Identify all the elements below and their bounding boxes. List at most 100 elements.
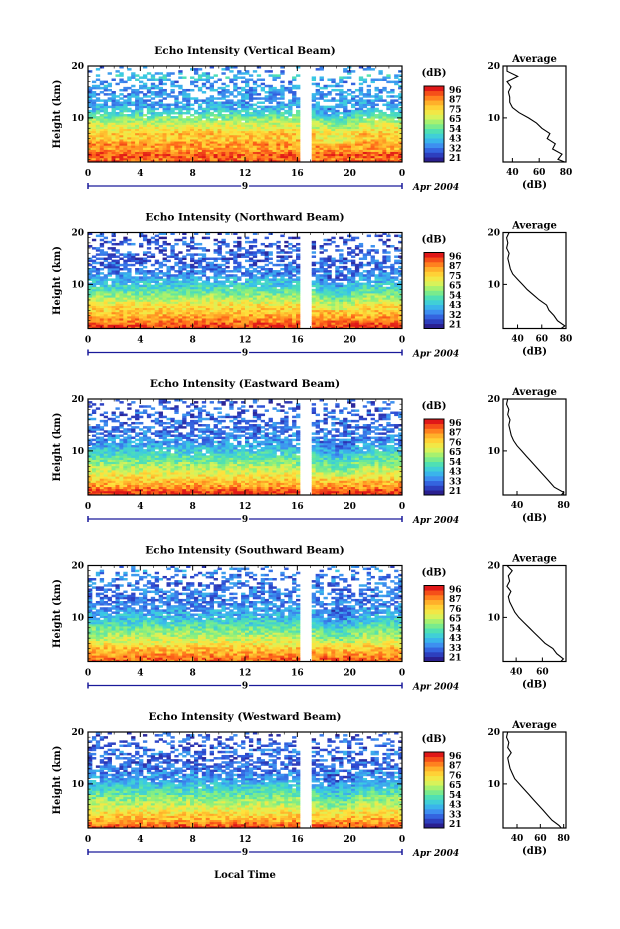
heatmap-cell bbox=[205, 111, 211, 115]
heatmap-cell bbox=[135, 309, 140, 313]
heatmap-cell bbox=[315, 84, 320, 88]
heatmap-cell bbox=[241, 76, 246, 79]
heatmap-cell bbox=[276, 263, 281, 267]
heatmap-cell bbox=[193, 326, 199, 329]
heatmap-cell bbox=[99, 315, 105, 319]
heatmap-cell bbox=[398, 95, 403, 98]
heatmap-cell bbox=[252, 141, 258, 144]
heatmap-cell bbox=[99, 157, 105, 161]
heatmap-cell bbox=[95, 303, 101, 306]
heatmap-cell bbox=[280, 267, 285, 271]
heatmap-cell bbox=[123, 305, 128, 309]
heatmap-cell bbox=[398, 101, 403, 104]
heatmap-cell bbox=[354, 155, 360, 159]
heatmap-cell bbox=[115, 299, 120, 302]
heatmap-cell bbox=[331, 128, 336, 132]
heatmap-cell bbox=[339, 270, 344, 273]
heatmap-cell bbox=[248, 151, 254, 155]
heatmap-cell bbox=[366, 153, 371, 157]
heatmap-cell bbox=[119, 118, 124, 121]
heatmap-cell bbox=[366, 84, 371, 88]
heatmap-cell bbox=[327, 109, 332, 113]
heatmap-cell bbox=[88, 97, 93, 100]
heatmap-cell bbox=[150, 155, 156, 159]
heatmap-cell bbox=[178, 307, 183, 311]
heatmap-cell bbox=[347, 153, 352, 157]
heatmap-cell bbox=[158, 265, 163, 269]
heatmap-cell bbox=[390, 107, 395, 111]
heatmap-cell bbox=[366, 95, 371, 98]
heatmap-cell bbox=[386, 130, 391, 134]
heatmap-cell bbox=[225, 88, 230, 92]
heatmap-cell bbox=[201, 99, 207, 102]
heatmap-cell bbox=[162, 103, 167, 107]
heatmap-cell bbox=[178, 122, 183, 125]
heatmap-cell bbox=[256, 145, 262, 148]
heatmap-cell bbox=[135, 303, 140, 306]
heatmap-cell bbox=[158, 307, 163, 311]
heatmap-cell bbox=[131, 145, 136, 148]
heatmap-cell bbox=[256, 136, 262, 140]
heatmap-cell bbox=[366, 118, 371, 121]
heatmap-cell bbox=[386, 145, 391, 148]
heatmap-cell bbox=[213, 120, 218, 123]
heatmap-cell bbox=[186, 324, 191, 327]
heatmap-cell bbox=[237, 141, 242, 144]
heatmap-cell bbox=[205, 149, 211, 152]
heatmap-cell bbox=[276, 126, 281, 130]
heatmap-cell bbox=[131, 320, 136, 323]
heatmap-cell bbox=[127, 145, 132, 148]
heatmap-cell bbox=[154, 280, 160, 283]
heatmap-cell bbox=[162, 240, 167, 244]
heatmap-cell bbox=[323, 132, 328, 136]
heatmap-cell bbox=[166, 305, 171, 309]
heatmap-cell bbox=[131, 290, 136, 294]
heatmap-cell bbox=[111, 124, 116, 127]
heatmap-cell bbox=[245, 151, 250, 155]
heatmap-cell bbox=[107, 278, 112, 281]
heatmap-cell bbox=[174, 261, 179, 265]
heatmap-cell bbox=[264, 236, 269, 240]
heatmap-cell bbox=[256, 124, 262, 127]
heatmap-cell bbox=[225, 145, 230, 148]
heatmap-cell bbox=[296, 247, 301, 250]
heatmap-cell bbox=[350, 122, 356, 125]
heatmap-cell bbox=[272, 116, 277, 119]
heatmap-cell bbox=[233, 274, 238, 277]
heatmap-cell bbox=[150, 270, 156, 273]
heatmap-cell bbox=[358, 141, 364, 144]
heatmap-cell bbox=[354, 147, 360, 150]
heatmap-cell bbox=[248, 86, 254, 90]
heatmap-cell bbox=[166, 74, 171, 77]
heatmap-cell bbox=[272, 143, 277, 146]
heatmap-cell bbox=[335, 155, 340, 159]
heatmap-cell bbox=[115, 82, 120, 86]
heatmap-cell bbox=[193, 118, 199, 121]
heatmap-cell bbox=[288, 118, 293, 121]
heatmap-cell bbox=[135, 313, 140, 317]
colorbar-tick-label: 21 bbox=[449, 154, 462, 164]
heatmap-cell bbox=[111, 111, 116, 115]
heatmap-cell bbox=[178, 155, 183, 159]
heatmap-cell bbox=[268, 74, 273, 77]
heatmap-cell bbox=[209, 120, 214, 123]
heatmap-cell bbox=[276, 76, 281, 79]
heatmap-cell bbox=[131, 120, 136, 123]
heatmap-cell bbox=[154, 309, 160, 313]
average-title: Average bbox=[511, 54, 557, 65]
heatmap-cell bbox=[209, 122, 214, 125]
heatmap-cell bbox=[315, 97, 320, 100]
heatmap-cell bbox=[217, 128, 222, 132]
heatmap-cell bbox=[115, 265, 120, 269]
heatmap-cell bbox=[154, 101, 160, 104]
heatmap-cell bbox=[319, 111, 324, 115]
heatmap-cell bbox=[284, 134, 289, 138]
heatmap-cell bbox=[135, 297, 140, 300]
heatmap-cell bbox=[150, 157, 156, 161]
heatmap-cell bbox=[374, 153, 379, 157]
heatmap-cell bbox=[311, 107, 317, 111]
heatmap-cell bbox=[354, 159, 360, 163]
heatmap-cell bbox=[139, 290, 144, 294]
heatmap-cell bbox=[170, 267, 175, 271]
heatmap-cell bbox=[95, 111, 101, 115]
